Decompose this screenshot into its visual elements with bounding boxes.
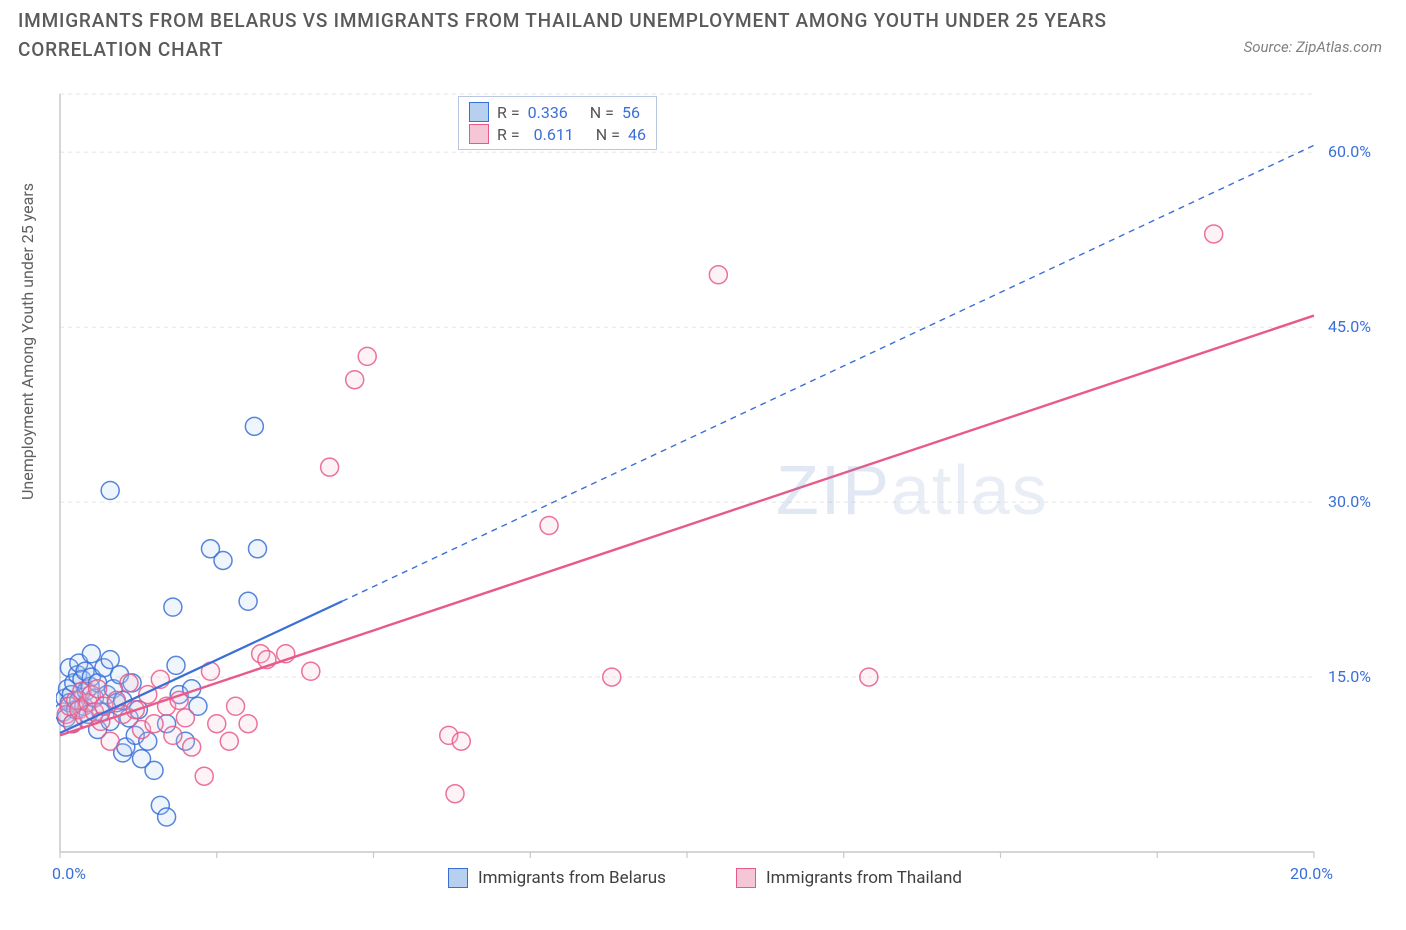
correlation-chart: ZIPatlas R = 0.336 N = 56 R = 0.611 N = … [56,90,1386,890]
legend-stats-row: R = 0.336 N = 56 [469,101,646,123]
stat-value: 0.611 [528,125,574,144]
legend-swatch [448,868,468,888]
y-tick-label: 15.0% [1328,667,1371,686]
legend-series-2: Immigrants from Thailand [736,868,962,888]
y-tick-label: 30.0% [1328,492,1371,511]
y-tick-label: 60.0% [1328,142,1371,161]
stat-value: 0.336 [528,103,568,122]
legend-swatch [469,102,489,122]
y-tick-label: 45.0% [1328,317,1371,336]
watermark: ZIPatlas [776,450,1049,530]
stat-label: N = [596,125,620,144]
legend-stats: R = 0.336 N = 56 R = 0.611 N = 46 [458,96,657,150]
y-axis-label: Unemployment Among Youth under 25 years [18,183,37,500]
stat-label: R = [497,103,520,122]
chart-svg [56,90,1386,890]
x-tick-label: 20.0% [1290,864,1333,883]
stat-label: R = [497,125,520,144]
legend-label: Immigrants from Belarus [478,868,666,888]
legend-series-1: Immigrants from Belarus [448,868,666,888]
stat-value: 56 [622,103,640,122]
source-attribution: Source: ZipAtlas.com [1244,38,1382,56]
chart-title: IMMIGRANTS FROM BELARUS VS IMMIGRANTS FR… [18,6,1118,65]
stat-label: N = [590,103,614,122]
legend-swatch [469,124,489,144]
legend-label: Immigrants from Thailand [766,868,962,888]
x-tick-label: 0.0% [52,864,86,883]
stat-value: 46 [628,125,646,144]
legend-swatch [736,868,756,888]
legend-stats-row: R = 0.611 N = 46 [469,123,646,145]
